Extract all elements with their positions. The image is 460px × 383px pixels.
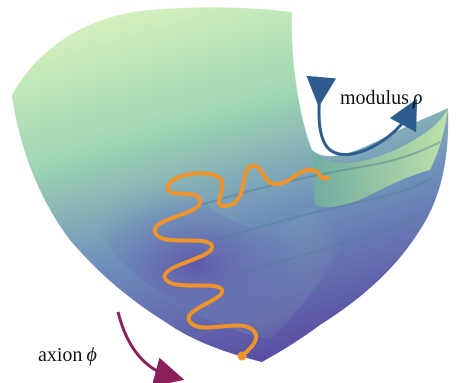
axion-label: axion ϕ (38, 345, 97, 365)
modulus-label: modulus ρ (340, 88, 423, 108)
field-trajectory (152, 163, 330, 358)
trajectory-start-point (237, 351, 247, 361)
axion-word: axion (38, 344, 83, 366)
surface-ripple-4 (249, 267, 366, 311)
modulus-word: modulus (340, 87, 409, 109)
axion-symbol: ϕ (86, 344, 97, 366)
surface-right-ridge (312, 108, 448, 207)
surface-main (12, 7, 449, 362)
modulus-arrow (306, 75, 418, 156)
surface-valley-shading (60, 140, 360, 340)
surface-ripple-3 (229, 213, 421, 276)
modulus-symbol: ρ (412, 87, 423, 109)
axion-arrow (116, 311, 185, 383)
surface-ripple-2 (214, 177, 433, 241)
